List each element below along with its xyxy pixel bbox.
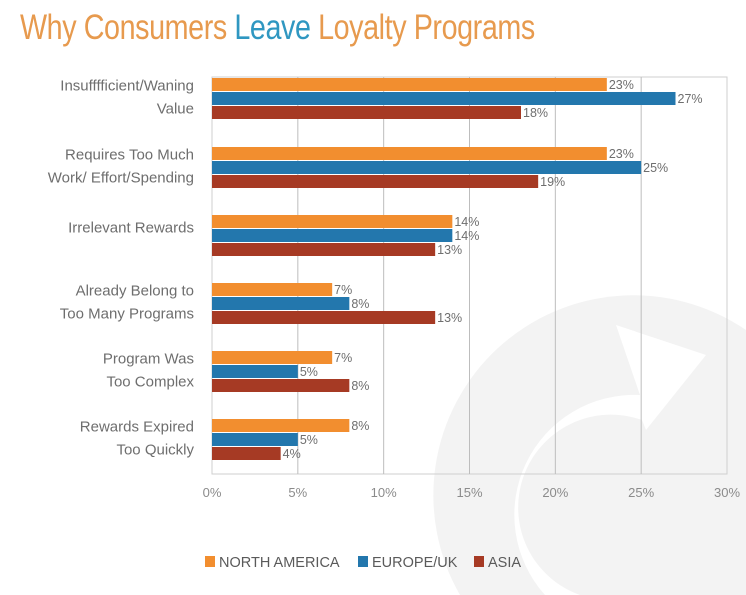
category-label: Value <box>157 100 194 117</box>
bar-europe-uk-5 <box>212 433 298 446</box>
bar-north-america-2 <box>212 215 453 228</box>
legend-label: EUROPE/UK <box>372 555 458 571</box>
x-tick-label: 20% <box>542 485 568 500</box>
data-label: 8% <box>351 419 369 433</box>
bar-europe-uk-3 <box>212 297 350 310</box>
bar-asia-3 <box>212 311 436 324</box>
legend-swatch <box>358 556 368 567</box>
category-label: Program Was <box>103 350 194 367</box>
bar-north-america-3 <box>212 283 333 296</box>
bar-north-america-1 <box>212 147 607 160</box>
data-label: 25% <box>643 161 668 175</box>
watermark-arrow <box>514 325 706 595</box>
legend-swatch <box>474 556 484 567</box>
data-label: 4% <box>283 447 301 461</box>
gridlines <box>211 76 728 475</box>
data-label: 7% <box>334 351 352 365</box>
bar-asia-0 <box>212 106 521 119</box>
category-label: Already Belong to <box>76 282 194 299</box>
legend: NORTH AMERICA EUROPE/UK ASIA <box>205 555 521 571</box>
bar-north-america-4 <box>212 351 333 364</box>
category-label: Too Quickly <box>116 441 194 458</box>
legend-label: NORTH AMERICA <box>219 555 340 571</box>
title-highlight: Leave <box>234 8 311 47</box>
category-label: Too Many Programs <box>60 305 194 322</box>
data-label: 14% <box>454 229 479 243</box>
bar-asia-4 <box>212 379 350 392</box>
data-label: 13% <box>437 243 462 257</box>
bar-asia-1 <box>212 175 539 188</box>
category-label: Insufffficient/Waning <box>60 77 194 94</box>
legend-swatch <box>205 556 215 567</box>
bar-europe-uk-2 <box>212 229 453 242</box>
bar-europe-uk-4 <box>212 365 298 378</box>
data-label: 13% <box>437 311 462 325</box>
bar-north-america-5 <box>212 419 350 432</box>
x-axis-ticks: 0% 5% 10% 15% 20% 25% 30% <box>203 485 741 500</box>
x-tick-label: 15% <box>456 485 482 500</box>
data-label: 23% <box>609 147 634 161</box>
title-prefix: Why Consumers <box>20 8 235 47</box>
title-suffix: Loyalty Programs <box>310 8 535 47</box>
x-tick-label: 25% <box>628 485 654 500</box>
value-labels: 23%27%18%23%25%19%14%14%13%7%8%13%7%5%8%… <box>283 78 703 461</box>
x-tick-label: 10% <box>371 485 397 500</box>
data-label: 19% <box>540 175 565 189</box>
data-label: 7% <box>334 283 352 297</box>
category-label: Irrelevant Rewards <box>68 220 194 237</box>
category-label: Rewards Expired <box>80 418 194 435</box>
bar-europe-uk-1 <box>212 161 642 174</box>
bar-north-america-0 <box>212 78 607 91</box>
category-label: Too Complex <box>106 373 194 390</box>
watermark-circle <box>433 295 746 595</box>
data-label: 18% <box>523 106 548 120</box>
x-tick-label: 5% <box>288 485 307 500</box>
bar-asia-5 <box>212 447 281 460</box>
data-label: 14% <box>454 215 479 229</box>
category-label: Work/ Effort/Spending <box>48 169 194 186</box>
data-label: 5% <box>300 433 318 447</box>
chart-title: Why Consumers Leave Loyalty Programs <box>20 8 535 48</box>
bar-europe-uk-0 <box>212 92 676 105</box>
data-label: 27% <box>678 92 703 106</box>
data-label: 5% <box>300 365 318 379</box>
bars <box>212 78 676 460</box>
category-label: Requires Too Much <box>65 146 194 163</box>
bar-asia-2 <box>212 243 436 256</box>
x-tick-label: 30% <box>714 485 740 500</box>
data-label: 23% <box>609 78 634 92</box>
data-label: 8% <box>351 297 369 311</box>
legend-label: ASIA <box>488 555 521 571</box>
data-label: 8% <box>351 379 369 393</box>
category-labels: Insufffficient/Waning Value Requires Too M… <box>48 77 195 458</box>
background-arrow-watermark <box>433 295 746 595</box>
x-tick-label: 0% <box>203 485 222 500</box>
